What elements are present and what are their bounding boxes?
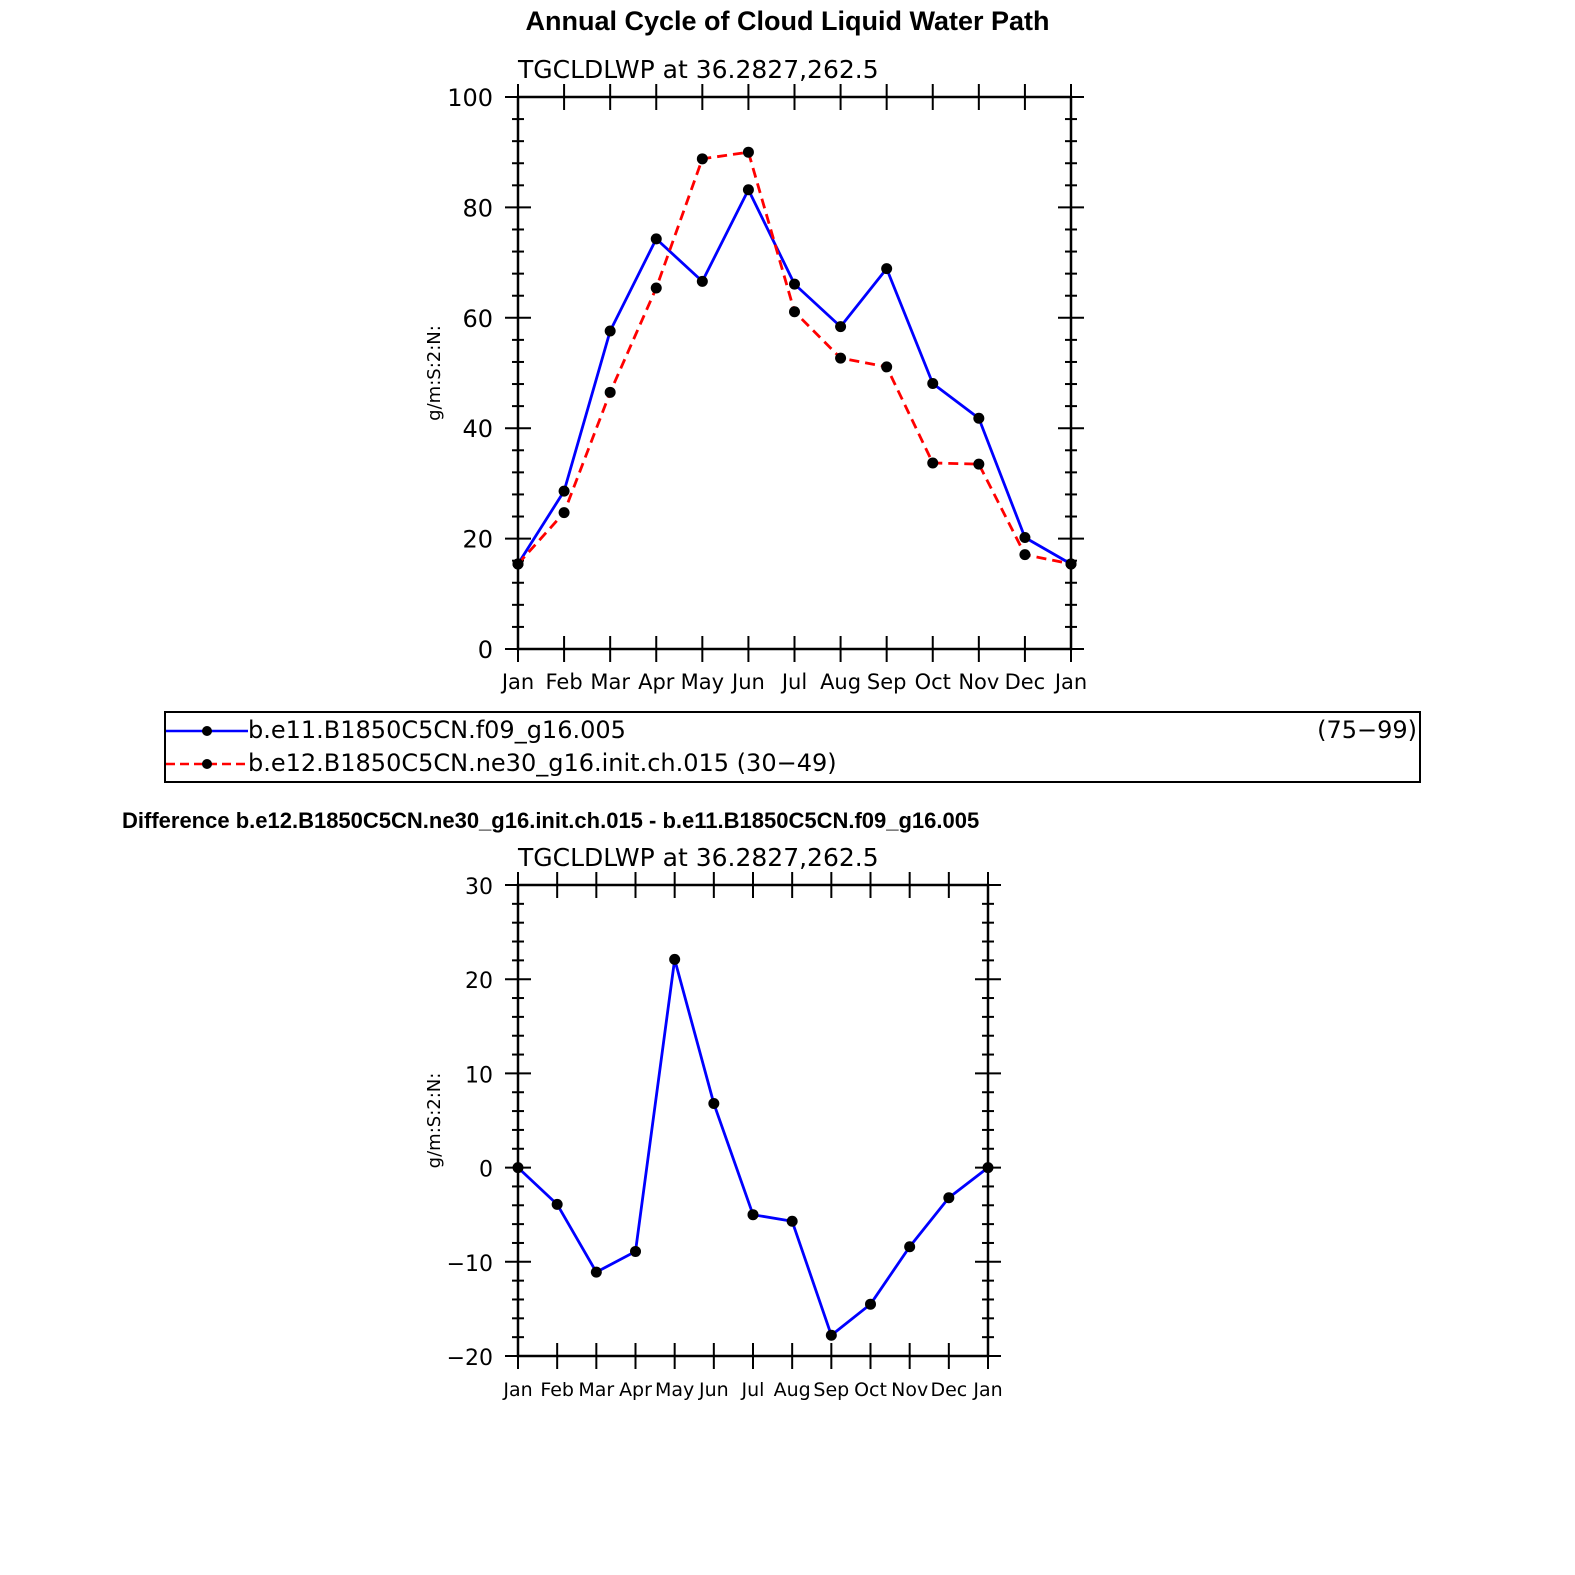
diff-chart-series-1-point xyxy=(708,1098,720,1110)
figure-title: Annual Cycle of Cloud Liquid Water Path xyxy=(525,6,1050,36)
top-chart-series-2-point xyxy=(512,558,524,570)
diff-chart-subtitle: TGCLDLWP at 36.2827,262.5 xyxy=(517,843,879,872)
annual-cycle-chart: TGCLDLWP at 36.2827,262.5 g/m:S:2:N: 0 20 40… xyxy=(424,55,1087,694)
diff-chart-ytick-label: 30 xyxy=(465,875,493,900)
diff-chart-xtick-label: Oct xyxy=(854,1379,887,1400)
top-chart-ytick-label: 20 xyxy=(462,526,493,554)
top-chart-xtick-label: Oct xyxy=(915,670,951,694)
top-chart-series-1-point xyxy=(1019,531,1031,543)
legend-marker-series-2 xyxy=(202,759,212,769)
top-chart-xtick-label: Apr xyxy=(638,670,675,694)
top-chart-series-2-point xyxy=(927,457,939,469)
top-chart-ytick-label: 60 xyxy=(462,305,493,333)
legend-label-series-1: b.e11.B1850C5CN.f09_g16.005 xyxy=(248,716,626,744)
diff-chart-xtick-label: Jul xyxy=(741,1379,765,1400)
top-chart-xtick-label: Nov xyxy=(958,670,999,694)
diff-chart-series-1-point xyxy=(551,1198,563,1210)
top-chart-ytick-label: 0 xyxy=(478,636,493,664)
top-chart-ytick-label: 40 xyxy=(462,415,493,443)
diff-chart-xtick-label: Jun xyxy=(698,1379,729,1400)
top-chart-series-1-point xyxy=(742,184,754,196)
top-chart-subtitle: TGCLDLWP at 36.2827,262.5 xyxy=(517,55,879,84)
top-chart-xtick-label: Feb xyxy=(545,670,582,694)
diff-chart-series-1-point xyxy=(825,1329,837,1341)
top-chart-ytick-label: 100 xyxy=(447,84,493,112)
diff-chart-xtick-label: Jan xyxy=(502,1379,532,1400)
top-chart-series-1-point xyxy=(650,233,662,245)
top-chart-series-1-point xyxy=(789,278,800,290)
top-chart-series-1-point xyxy=(835,321,847,333)
diff-chart-series-1-point xyxy=(669,953,681,965)
top-chart-xtick-label: Sep xyxy=(867,670,907,694)
diff-chart-xtick-label: Apr xyxy=(619,1379,652,1400)
diff-chart-xtick-label: Feb xyxy=(540,1379,574,1400)
legend-line-markers xyxy=(166,726,248,769)
diff-chart-ytick-label: 10 xyxy=(465,1063,493,1088)
diff-chart-series-1-point xyxy=(512,1162,524,1174)
top-chart-xtick-label: Jun xyxy=(730,670,765,694)
diff-chart-series-1-point xyxy=(904,1241,916,1253)
top-chart-xtick-label: Dec xyxy=(1005,670,1046,694)
top-chart-series-2-point xyxy=(1065,558,1077,570)
top-chart-series-2-point xyxy=(1019,549,1031,561)
diff-chart-xtick-label: Aug xyxy=(774,1379,811,1400)
diff-chart-series-1-point xyxy=(865,1298,876,1310)
top-chart-xtick-label: Jul xyxy=(780,670,807,694)
diff-chart-xtick-label: May xyxy=(655,1379,694,1400)
legend-label-series-2: b.e12.B1850C5CN.ne30_g16.init.ch.015 (30… xyxy=(248,749,837,777)
legend-years-series-1: (75−99) xyxy=(1317,716,1417,744)
diff-chart-ytick-label: 0 xyxy=(479,1158,493,1183)
diff-chart-series-1-point xyxy=(590,1266,602,1278)
top-chart-series-1-line xyxy=(516,188,1072,566)
difference-chart: TGCLDLWP at 36.2827,262.5 g/m:S:2:N: −20 −1… xyxy=(424,843,1003,1400)
top-chart-series-1-point xyxy=(881,263,893,275)
diff-chart-ytick-label: −20 xyxy=(447,1346,493,1371)
top-chart-plot-frame xyxy=(516,95,1073,651)
top-chart-xtick-label: Jan xyxy=(1053,670,1087,694)
diff-chart-xtick-label: Sep xyxy=(813,1379,849,1400)
diff-chart-xtick-label: Mar xyxy=(578,1379,614,1400)
top-chart-series-2-point xyxy=(558,507,570,519)
diff-chart-xtick-label: Jan xyxy=(972,1379,1002,1400)
top-chart-ylabel: g/m:S:2:N: xyxy=(424,325,445,421)
top-chart-series-2-point xyxy=(789,306,800,318)
diff-chart-series-1-point xyxy=(786,1215,798,1227)
top-chart-series-1-point xyxy=(558,485,570,497)
top-chart-xtick-label: Mar xyxy=(590,670,630,694)
legend: b.e11.B1850C5CN.f09_g16.005 (75−99) b.e1… xyxy=(164,711,1421,783)
diff-chart-series-1-point xyxy=(982,1162,994,1174)
diff-chart-series-1-point xyxy=(747,1209,759,1221)
legend-marker-series-1 xyxy=(202,726,212,736)
top-chart-series-1-point xyxy=(696,275,708,287)
top-chart-series-1-point xyxy=(927,377,939,389)
diff-chart-xtick-label: Dec xyxy=(930,1379,967,1400)
top-chart-series-1-point xyxy=(973,412,985,424)
diff-chart-ylabel: g/m:S:2:N: xyxy=(424,1073,445,1169)
diff-chart-series-1-line xyxy=(517,958,989,1337)
top-chart-xtick-label: May xyxy=(681,670,724,694)
top-chart-series-2-point xyxy=(696,153,708,165)
diff-chart-plot-frame xyxy=(516,883,990,1358)
diff-chart-ytick-label: 20 xyxy=(465,969,493,994)
diff-chart-xtick-label: Nov xyxy=(891,1379,928,1400)
top-chart-xtick-label: Aug xyxy=(820,670,861,694)
top-chart-series-2-point xyxy=(973,458,985,470)
top-chart-series-2-point xyxy=(742,146,754,158)
top-chart-series-2-point xyxy=(604,386,616,398)
top-chart-series-2-point xyxy=(835,352,847,364)
diff-chart-series-1-point xyxy=(630,1245,641,1257)
top-chart-ytick-label: 80 xyxy=(462,194,493,222)
top-chart-series-2-point xyxy=(881,361,893,373)
diff-chart-series-1-point xyxy=(943,1192,955,1204)
diff-chart-ytick-label: −10 xyxy=(447,1252,493,1277)
top-chart-series-1-point xyxy=(604,325,616,337)
top-chart-series-2-point xyxy=(650,282,662,294)
difference-title: Difference b.e12.B1850C5CN.ne30_g16.init… xyxy=(122,808,980,833)
top-chart-xtick-label: Jan xyxy=(500,670,534,694)
